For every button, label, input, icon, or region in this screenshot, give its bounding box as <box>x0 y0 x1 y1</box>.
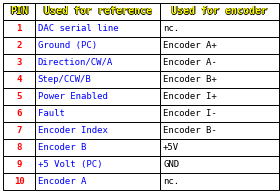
Text: Direction/CW/A: Direction/CW/A <box>38 58 113 67</box>
Text: +5 Volt (PC): +5 Volt (PC) <box>38 160 102 169</box>
Text: Encoder A+: Encoder A+ <box>163 41 217 50</box>
Bar <box>3 88 35 105</box>
Text: Encoder Index: Encoder Index <box>38 126 108 135</box>
Text: Used for reference: Used for reference <box>45 6 153 16</box>
Bar <box>35 139 160 156</box>
Bar <box>160 54 279 71</box>
Text: PIN: PIN <box>11 6 29 16</box>
Text: PIN: PIN <box>10 6 28 16</box>
Text: 3: 3 <box>17 58 22 67</box>
Bar <box>35 71 160 88</box>
Text: 1: 1 <box>17 24 22 33</box>
Text: 4: 4 <box>17 75 22 84</box>
Bar <box>3 54 35 71</box>
Text: PIN: PIN <box>9 6 27 16</box>
Bar <box>35 37 160 54</box>
Bar <box>160 173 279 190</box>
Text: PIN: PIN <box>10 6 28 16</box>
Text: 2: 2 <box>17 41 22 50</box>
Text: Encoder A: Encoder A <box>38 177 86 186</box>
Text: Used for reference: Used for reference <box>44 6 152 16</box>
Text: 10: 10 <box>14 177 25 186</box>
Bar <box>35 88 160 105</box>
Text: Encoder I-: Encoder I- <box>163 109 217 118</box>
Bar <box>35 54 160 71</box>
Text: Fault: Fault <box>38 109 65 118</box>
Bar <box>35 156 160 173</box>
Text: nc.: nc. <box>163 24 179 33</box>
Bar <box>160 139 279 156</box>
Bar <box>160 3 279 20</box>
Text: Encoder B: Encoder B <box>38 143 86 152</box>
Text: 6: 6 <box>17 109 22 118</box>
Bar <box>3 105 35 122</box>
Text: Used for reference: Used for reference <box>44 7 152 17</box>
Text: Encoder I+: Encoder I+ <box>163 92 217 101</box>
Text: Used for encoder: Used for encoder <box>171 7 267 17</box>
Text: +5V: +5V <box>163 143 179 152</box>
Bar <box>3 156 35 173</box>
Bar <box>3 173 35 190</box>
Bar <box>3 122 35 139</box>
Bar <box>160 88 279 105</box>
Bar <box>160 156 279 173</box>
Text: Used for encoder: Used for encoder <box>171 6 267 16</box>
Text: Encoder B+: Encoder B+ <box>163 75 217 84</box>
Bar <box>3 20 35 37</box>
Text: Used for reference: Used for reference <box>44 6 152 16</box>
Text: Ground (PC): Ground (PC) <box>38 41 97 50</box>
Text: 7: 7 <box>17 126 22 135</box>
Text: Encoder B-: Encoder B- <box>163 126 217 135</box>
Bar <box>160 105 279 122</box>
Text: nc.: nc. <box>163 177 179 186</box>
Text: Step/CCW/B: Step/CCW/B <box>38 75 92 84</box>
Bar <box>35 122 160 139</box>
Bar <box>160 37 279 54</box>
Text: GND: GND <box>163 160 179 169</box>
Bar <box>35 20 160 37</box>
Text: Used for encoder: Used for encoder <box>171 6 267 16</box>
Text: PIN: PIN <box>10 7 28 17</box>
Text: 8: 8 <box>17 143 22 152</box>
Text: Used for encoder: Used for encoder <box>171 6 267 16</box>
Text: Used for reference: Used for reference <box>43 6 151 16</box>
Bar <box>3 71 35 88</box>
Text: DAC serial line: DAC serial line <box>38 24 118 33</box>
Bar <box>35 173 160 190</box>
Bar <box>160 71 279 88</box>
Bar <box>35 3 160 20</box>
Text: Used for encoder: Used for encoder <box>172 6 268 16</box>
Bar <box>160 122 279 139</box>
Bar <box>3 3 35 20</box>
Bar <box>35 105 160 122</box>
Bar <box>3 37 35 54</box>
Bar <box>160 20 279 37</box>
Text: Power Enabled: Power Enabled <box>38 92 108 101</box>
Bar <box>3 139 35 156</box>
Text: 5: 5 <box>17 92 22 101</box>
Text: Encoder A-: Encoder A- <box>163 58 217 67</box>
Text: 9: 9 <box>17 160 22 169</box>
